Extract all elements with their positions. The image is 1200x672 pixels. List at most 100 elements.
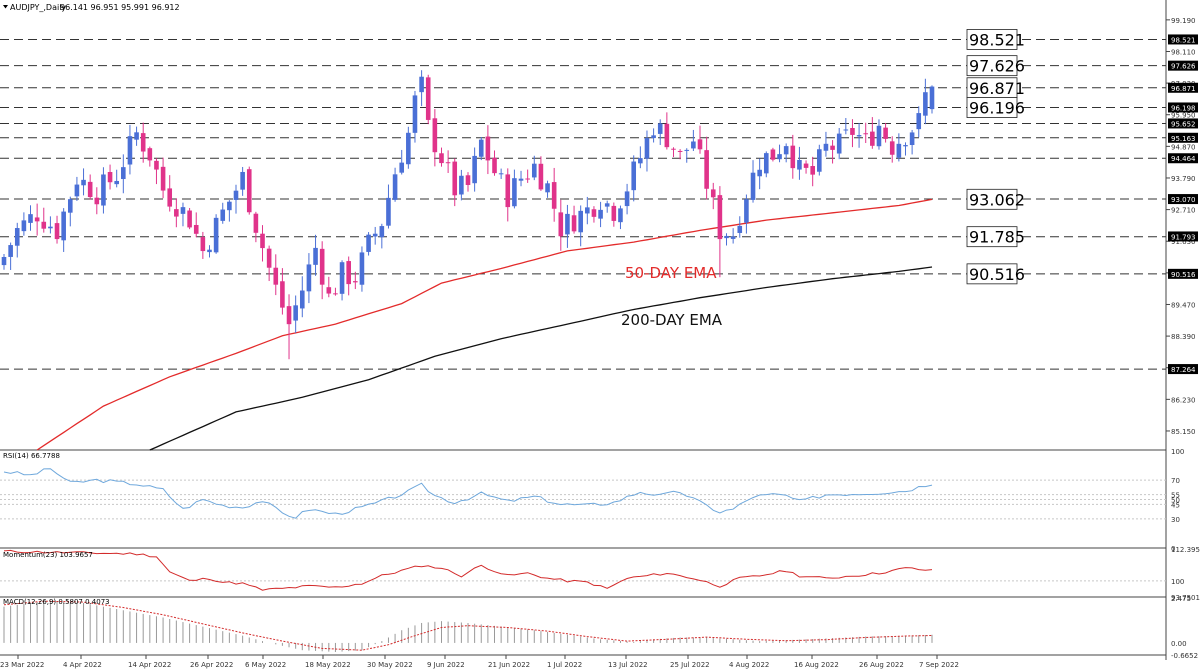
candle-body-2 bbox=[14, 228, 20, 246]
candle-body-101 bbox=[671, 148, 676, 150]
candle-body-107 bbox=[710, 189, 716, 198]
candle-body-56 bbox=[372, 233, 378, 237]
candle-body-0 bbox=[1, 256, 7, 266]
price-marker-box-6 bbox=[1168, 153, 1198, 164]
candle-body-95 bbox=[631, 161, 637, 191]
candle-body-103 bbox=[684, 149, 690, 151]
price-marker-label-9: 90.516 bbox=[1171, 271, 1196, 279]
candle-body-140 bbox=[929, 86, 935, 110]
rsi-axis-tick-5: 30 bbox=[1171, 516, 1180, 524]
candle-body-35 bbox=[233, 190, 239, 200]
candle-body-124 bbox=[823, 143, 829, 151]
candle-body-13 bbox=[87, 181, 93, 198]
price-tick-label-1: 98.110 bbox=[1171, 48, 1196, 56]
momentum-panel bbox=[0, 549, 1166, 591]
candle-body-51 bbox=[339, 262, 345, 294]
date-tick-label-12: 4 Aug 2022 bbox=[729, 661, 769, 669]
rsi-axis-tick-1: 70 bbox=[1171, 477, 1180, 485]
date-tick-label-4: 6 May 2022 bbox=[245, 661, 286, 669]
price-marker-box-9 bbox=[1168, 268, 1198, 279]
candle-body-108 bbox=[717, 195, 723, 240]
candle-body-96 bbox=[638, 158, 643, 164]
candle-body-60 bbox=[399, 162, 405, 173]
candle-body-138 bbox=[916, 113, 922, 130]
candle-body-12 bbox=[81, 179, 86, 186]
price-marker-label-4: 95.652 bbox=[1171, 120, 1196, 128]
momentum-line bbox=[3, 549, 933, 591]
candle-body-114 bbox=[757, 169, 762, 177]
price-marker-label-8: 91.793 bbox=[1171, 233, 1196, 241]
rsi-line bbox=[3, 468, 933, 519]
candle-body-75 bbox=[498, 173, 504, 175]
candle-body-11 bbox=[74, 184, 80, 197]
date-tick-label-6: 30 May 2022 bbox=[367, 661, 413, 669]
price-axis: 99.19098.11097.03095.95094.87093.79092.7… bbox=[1166, 17, 1200, 660]
candle-body-68 bbox=[452, 161, 458, 196]
level-label-3: 96.196 bbox=[969, 99, 1025, 118]
price-marker-label-7: 93.070 bbox=[1171, 196, 1196, 204]
candle-body-3 bbox=[21, 220, 27, 232]
candle-body-81 bbox=[538, 163, 544, 190]
date-tick-label-14: 26 Aug 2022 bbox=[859, 661, 904, 669]
date-tick-label-15: 7 Sep 2022 bbox=[919, 661, 959, 669]
candle-body-117 bbox=[777, 154, 782, 160]
price-tick-label-3: 95.950 bbox=[1171, 112, 1196, 120]
candle-body-132 bbox=[876, 125, 882, 147]
candle-body-100 bbox=[664, 123, 670, 148]
candle-body-71 bbox=[472, 155, 477, 184]
ema200-label: 200-DAY EMA bbox=[621, 311, 723, 329]
candle-body-82 bbox=[545, 183, 550, 193]
momentum-axis-tick-0: 112.395 bbox=[1171, 546, 1200, 554]
candle-body-59 bbox=[392, 174, 398, 200]
candle-body-47 bbox=[313, 247, 318, 265]
rsi-axis-tick-2: 55 bbox=[1171, 492, 1180, 500]
price-marker-label-10: 87.264 bbox=[1171, 366, 1196, 374]
candle-body-115 bbox=[763, 153, 769, 174]
candle-body-26 bbox=[174, 209, 179, 217]
candle-body-1 bbox=[8, 245, 13, 257]
candle-body-66 bbox=[439, 153, 444, 164]
candle-body-72 bbox=[478, 139, 484, 157]
price-tick-label-0: 99.190 bbox=[1171, 17, 1196, 25]
candle-body-31 bbox=[207, 249, 212, 253]
candle-body-52 bbox=[346, 261, 351, 285]
candle-body-16 bbox=[107, 171, 113, 183]
candle-body-27 bbox=[180, 207, 186, 214]
collapse-arrow-icon[interactable] bbox=[3, 5, 8, 9]
candle-body-136 bbox=[903, 145, 908, 147]
panel-borders bbox=[0, 0, 1167, 660]
candle-body-20 bbox=[134, 132, 139, 140]
rsi-axis-tick-6: 0 bbox=[1171, 545, 1175, 553]
candle-body-90 bbox=[598, 209, 603, 219]
level-label-5: 91.785 bbox=[969, 228, 1025, 247]
candle-body-118 bbox=[783, 146, 789, 155]
candle-body-93 bbox=[618, 208, 623, 223]
date-tick-label-9: 1 Jul 2022 bbox=[547, 661, 582, 669]
candle-body-64 bbox=[425, 77, 431, 120]
candle-body-94 bbox=[624, 191, 630, 207]
candle-body-79 bbox=[525, 178, 530, 180]
level-box-1 bbox=[966, 55, 1018, 77]
candle-body-49 bbox=[326, 287, 332, 294]
candles bbox=[1, 70, 935, 360]
date-tick-label-8: 21 Jun 2022 bbox=[488, 661, 530, 669]
candle-body-32 bbox=[213, 217, 219, 253]
candle-body-25 bbox=[167, 188, 173, 207]
candle-body-129 bbox=[856, 135, 862, 137]
candle-body-105 bbox=[697, 139, 703, 150]
candle-body-76 bbox=[505, 174, 511, 208]
rsi-axis-tick-0: 100 bbox=[1171, 448, 1184, 456]
price-marker-box-7 bbox=[1168, 194, 1198, 205]
candle-body-23 bbox=[154, 160, 159, 170]
candle-body-29 bbox=[193, 224, 199, 234]
candle-body-6 bbox=[41, 221, 47, 229]
rsi-panel bbox=[0, 468, 1166, 520]
candle-body-131 bbox=[870, 131, 875, 146]
candle-body-17 bbox=[114, 180, 119, 185]
candle-body-126 bbox=[836, 133, 842, 154]
price-marker-label-5: 95.163 bbox=[1171, 135, 1196, 143]
date-axis: 23 Mar 2022 4 Apr 2022 14 Apr 2022 26 Apr 2… bbox=[0, 655, 959, 669]
level-box-0 bbox=[966, 29, 1018, 50]
candle-body-113 bbox=[750, 172, 756, 200]
